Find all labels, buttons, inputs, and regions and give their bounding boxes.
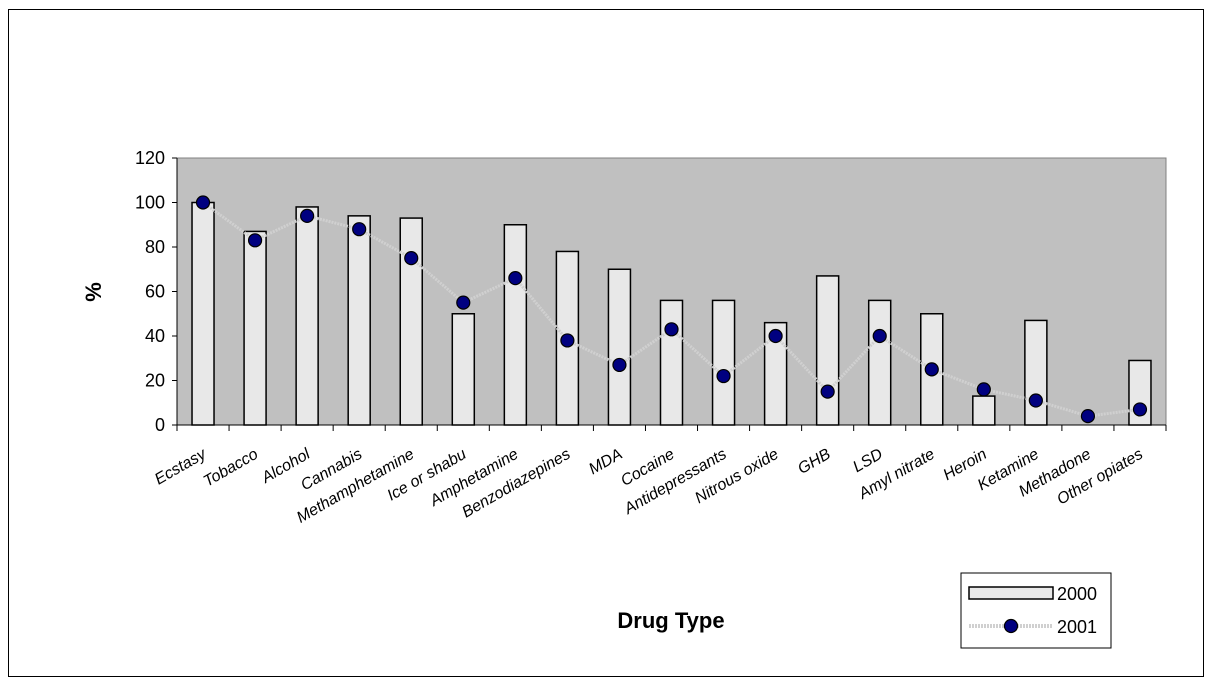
y-tick-label: 20 — [145, 371, 165, 391]
point-cannabis — [352, 222, 367, 237]
x-axis — [176, 424, 1167, 431]
point-heroin — [976, 382, 991, 397]
category-label: LSD — [850, 446, 886, 477]
point-methamphetamine — [404, 251, 419, 266]
y-tick-label: 40 — [145, 326, 165, 346]
bar-cannabis — [347, 215, 371, 426]
point-cocaine — [664, 322, 679, 337]
point-ketamine — [1028, 393, 1043, 408]
point-amyl-nitrate — [924, 362, 939, 377]
bar-methamphetamine — [399, 217, 423, 426]
bar-ecstasy — [191, 201, 215, 426]
legend-swatch-2000 — [968, 586, 1054, 600]
point-tobacco — [247, 233, 263, 248]
point-nitrous-oxide — [768, 328, 783, 344]
point-other-opiates — [1132, 402, 1148, 417]
point-mda — [612, 357, 627, 373]
bar-ice-or-shabu — [451, 313, 476, 426]
bar-tobacco — [243, 230, 267, 426]
bar-amphetamine — [503, 224, 528, 426]
point-ecstasy — [195, 195, 211, 210]
chart-frame: 0 20 40 60 80 100 120 Ecstasy Tobacco Alcohol Can… — [8, 9, 1204, 677]
legend-label-2001: 2001 — [1057, 617, 1097, 637]
y-tick-label: 120 — [135, 148, 165, 168]
point-methadone — [1080, 409, 1096, 424]
point-lsd — [872, 328, 887, 344]
bar-nitrous-oxide — [763, 321, 788, 426]
point-ghb — [820, 384, 835, 399]
point-benzodiazepines — [560, 333, 575, 348]
category-label: GHB — [795, 446, 834, 478]
bar-alcohol — [295, 206, 319, 426]
bar-ghb — [815, 275, 840, 426]
legend-swatch-2001-marker — [1003, 618, 1019, 634]
bar-antidepressants — [711, 299, 736, 426]
y-tick-label: 80 — [145, 237, 165, 257]
bar-ketamine — [1024, 319, 1048, 426]
legend-box — [960, 572, 1112, 649]
bar-lsd — [867, 299, 892, 426]
line-series-2001 — [195, 195, 1148, 424]
y-tick-label: 60 — [145, 282, 165, 302]
category-label: Tobacco — [201, 446, 261, 491]
bar-heroin — [972, 395, 996, 426]
legend: 2000 2001 — [960, 572, 1112, 649]
point-antidepressants — [716, 368, 731, 384]
y-tick-label: 100 — [135, 193, 165, 213]
point-ice-or-shabu — [456, 295, 471, 310]
legend-label-2000: 2000 — [1057, 584, 1097, 604]
y-tick-label: 0 — [155, 415, 165, 435]
point-amphetamine — [508, 271, 523, 286]
bar-series-2000 — [191, 201, 1152, 426]
bar-mda — [607, 268, 632, 426]
y-axis: 0 20 40 60 80 100 120 — [135, 148, 178, 435]
x-axis-title: Drug Type — [617, 608, 724, 633]
chart: 0 20 40 60 80 100 120 EcstasyTobaccoAlcoholCan… — [81, 148, 1167, 649]
y-axis-title: % — [81, 282, 106, 302]
category-labels: EcstasyTobaccoAlcoholCannabisMethampheta… — [152, 445, 1146, 526]
category-label: Ecstasy — [152, 445, 210, 488]
bar-cocaine — [659, 299, 684, 426]
point-alcohol — [300, 208, 315, 223]
